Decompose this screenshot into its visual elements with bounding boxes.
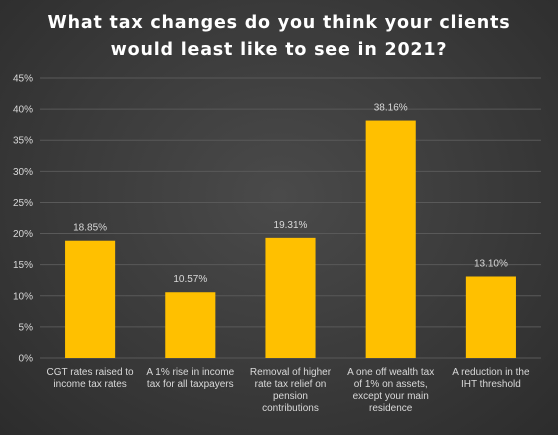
category-label: Removal of higher rate tax relief on pen… bbox=[249, 367, 332, 414]
bar bbox=[465, 276, 516, 358]
y-tick-label: 5% bbox=[19, 322, 34, 333]
chart-title: What tax changes do you think your clien… bbox=[0, 10, 558, 64]
bar bbox=[65, 240, 116, 358]
y-tick-label: 20% bbox=[13, 229, 33, 240]
data-label: 10.57% bbox=[173, 274, 207, 285]
bar bbox=[265, 237, 316, 358]
y-tick-label: 45% bbox=[13, 74, 33, 85]
y-tick-label: 0% bbox=[19, 354, 34, 365]
y-tick-label: 15% bbox=[13, 260, 33, 271]
data-label: 19.31% bbox=[274, 220, 308, 231]
y-tick-label: 40% bbox=[13, 105, 33, 116]
data-label: 18.85% bbox=[73, 223, 107, 234]
data-label: 13.10% bbox=[474, 258, 508, 269]
y-tick-label: 10% bbox=[13, 291, 33, 302]
y-tick-label: 35% bbox=[13, 136, 33, 147]
category-label: CGT rates raised to income tax rates bbox=[46, 367, 134, 390]
category-label: A one off wealth tax of 1% on assets, ex… bbox=[347, 367, 435, 414]
bar bbox=[365, 120, 416, 358]
data-label: 38.16% bbox=[374, 103, 408, 114]
category-label: A 1% rise in income tax for all taxpayer… bbox=[146, 367, 235, 390]
y-tick-label: 25% bbox=[13, 198, 33, 209]
chart-title-line-1: What tax changes do you think your clien… bbox=[47, 13, 511, 33]
bar bbox=[165, 292, 216, 358]
category-label: A reduction in the IHT threshold bbox=[452, 367, 530, 390]
y-tick-label: 30% bbox=[13, 167, 33, 178]
chart-title-line-2: would least like to see in 2021? bbox=[110, 40, 448, 60]
